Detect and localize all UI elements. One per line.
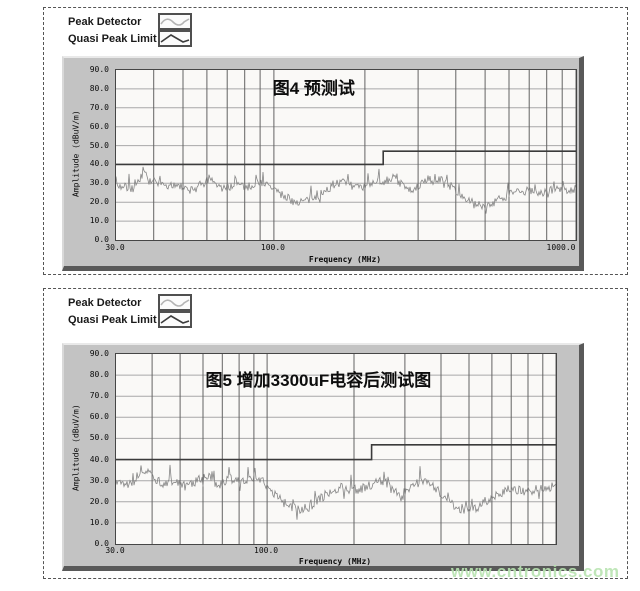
legend-row-quasi-peak-limit: Quasi Peak Limit (68, 30, 192, 47)
watermark: www.cntronics.com (451, 562, 620, 581)
legend-quasi-peak-limit-label: Quasi Peak Limit (68, 313, 157, 326)
x-tick-label: 30.0 (105, 243, 125, 252)
legend-row-peak-detector: Peak Detector (68, 294, 192, 311)
quasi-peak-limit-icon (158, 311, 192, 328)
y-tick-label: 20.0 (89, 496, 109, 506)
legend-peak-detector-label: Peak Detector (68, 15, 142, 28)
x-tick-label: 100.0 (254, 546, 279, 555)
x-axis-ticks: 30.0 100.0 1000.0 (105, 243, 576, 253)
x-axis-ticks: 30.0 100.0 (105, 546, 555, 556)
y-tick-label: 30.0 (89, 475, 109, 485)
y-tick-label: 70.0 (89, 102, 109, 112)
figure-4-box: Peak Detector Quasi Peak Limit Amplitude… (43, 7, 628, 275)
quasi-peak-limit-icon (158, 30, 192, 47)
chart-title: 图5 增加3300uF电容后测试图 (205, 371, 432, 390)
y-tick-label: 90.0 (89, 65, 109, 74)
y-axis-ticks: 90.0 80.0 70.0 60.0 50.0 40.0 30.0 20.0 10.0 0.0 (64, 349, 112, 548)
x-axis-title: Frequency (MHz) (298, 557, 372, 566)
plot-area: 图4 预测试 (115, 69, 577, 241)
legend: Peak Detector Quasi Peak Limit (68, 294, 192, 328)
legend-row-peak-detector: Peak Detector (68, 13, 192, 30)
y-tick-label: 40.0 (89, 454, 109, 464)
y-tick-label: 50.0 (89, 140, 109, 150)
y-tick-label: 30.0 (89, 178, 109, 188)
chart-panel-figure-5: Amplitude (dBuV/m) 90.0 80.0 70.0 60.0 50.0 4… (62, 343, 584, 571)
legend-peak-detector-label: Peak Detector (68, 296, 142, 309)
figure-5-box: Peak Detector Quasi Peak Limit Amplitude… (43, 288, 628, 579)
x-tick-label: 1000.0 (546, 243, 576, 252)
legend-quasi-peak-limit-label: Quasi Peak Limit (68, 32, 157, 45)
y-tick-label: 70.0 (89, 391, 109, 401)
chart-canvas (116, 354, 556, 544)
legend-row-quasi-peak-limit: Quasi Peak Limit (68, 311, 192, 328)
y-tick-label: 80.0 (89, 83, 109, 93)
peak-detector-icon (158, 13, 192, 30)
y-tick-label: 0.0 (94, 539, 109, 548)
chart-title: 图4 预测试 (272, 79, 355, 98)
y-tick-label: 20.0 (89, 197, 109, 207)
y-tick-label: 10.0 (89, 216, 109, 226)
y-tick-label: 60.0 (89, 412, 109, 422)
y-tick-label: 60.0 (89, 121, 109, 131)
legend: Peak Detector Quasi Peak Limit (68, 13, 192, 47)
chart-canvas (116, 70, 576, 240)
y-tick-label: 0.0 (94, 235, 109, 244)
chart-panel-figure-4: Amplitude (dBuV/m) 90.0 80.0 70.0 60.0 50.0 4… (62, 56, 584, 271)
y-tick-label: 50.0 (89, 433, 109, 443)
y-tick-label: 80.0 (89, 370, 109, 380)
y-tick-label: 10.0 (89, 517, 109, 527)
y-tick-label: 90.0 (89, 349, 109, 358)
y-axis-ticks: 90.0 80.0 70.0 60.0 50.0 40.0 30.0 20.0 10.0 0.0 (64, 65, 112, 244)
y-tick-label: 40.0 (89, 159, 109, 169)
plot-area: 图5 增加3300uF电容后测试图 (115, 353, 557, 545)
x-tick-label: 100.0 (260, 243, 285, 252)
x-tick-label: 30.0 (105, 546, 125, 555)
x-axis-title: Frequency (MHz) (308, 255, 382, 264)
peak-detector-icon (158, 294, 192, 311)
